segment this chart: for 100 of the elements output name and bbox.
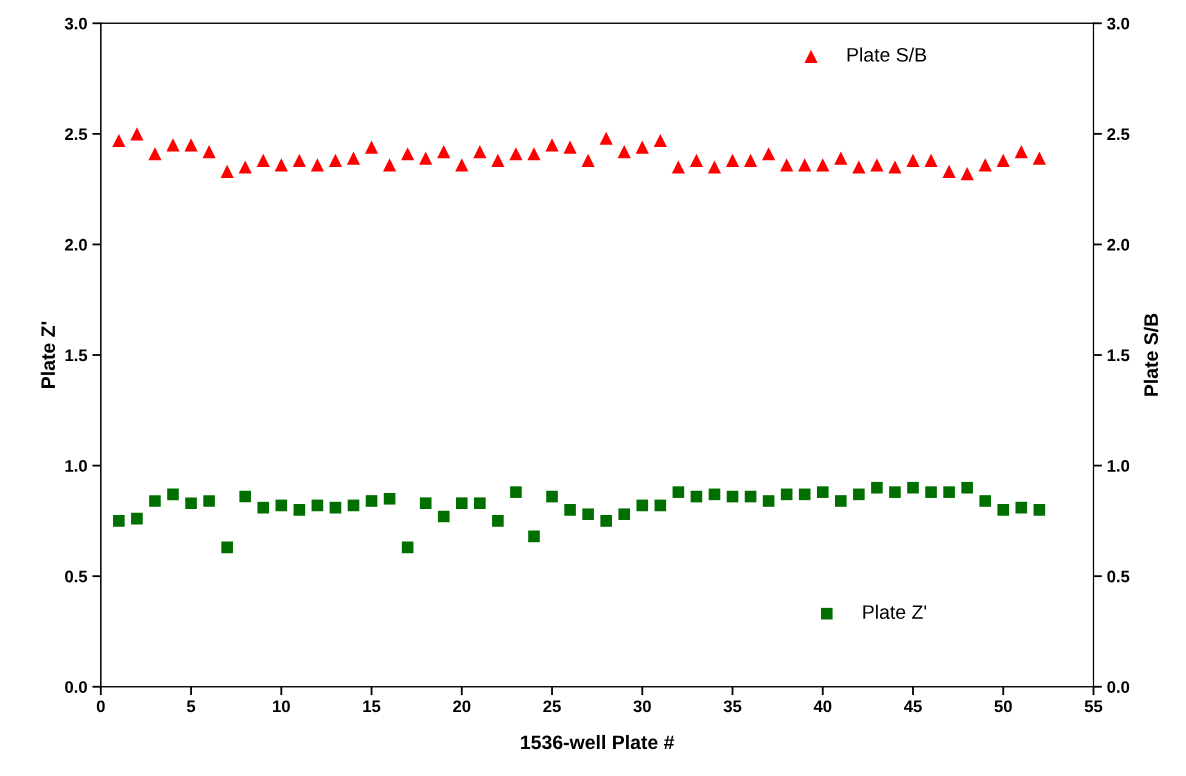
point [545,138,559,152]
x-tick-label: 35 [723,700,742,713]
point [185,497,197,510]
point [1033,504,1046,516]
point [474,497,486,510]
point [401,541,414,554]
x-tick-label: 10 [273,700,290,713]
point [257,501,270,514]
point [130,127,144,141]
point [546,490,558,503]
point [202,144,216,159]
point [365,495,378,507]
point [924,153,938,167]
y2-tick-label: 1.0 [1107,460,1130,472]
y2-tick-label: 0.5 [1107,570,1130,583]
point [113,515,125,527]
point [293,504,306,516]
point [871,481,883,494]
point [599,131,613,145]
point [979,495,992,507]
point [852,160,866,174]
point [707,160,722,174]
point [275,499,288,512]
point [527,147,541,161]
point [220,164,234,179]
point [816,486,829,498]
point [725,153,740,167]
point [1032,151,1046,165]
point [978,158,992,172]
point [492,515,504,527]
y2-axis-title: Plate S/B [1143,313,1159,396]
point [455,158,469,172]
point [617,144,631,159]
x-tick-label: 50 [994,700,1012,713]
y-tick-label: 1.5 [65,349,88,362]
point [743,153,758,167]
point [256,153,270,167]
point [672,486,685,498]
point [654,499,667,512]
point [149,495,161,507]
point [203,495,215,507]
point [906,153,920,167]
point [689,153,704,167]
point [907,481,919,494]
point [600,515,612,527]
point [582,508,594,521]
point [311,499,324,512]
point [491,153,505,167]
point [419,497,432,510]
point [455,497,468,510]
point [671,160,685,174]
point [510,486,522,498]
point [564,504,576,516]
point [870,158,884,172]
point [509,147,523,161]
x-tick-label: 45 [903,700,922,713]
point [473,144,487,159]
point [653,133,667,148]
y-axis-title: Plate Z' [40,321,56,388]
point [762,495,775,507]
point [834,151,848,165]
point [853,488,865,501]
point [437,510,450,523]
point [347,499,360,512]
y2-tick-label: 0.0 [1107,681,1130,693]
point [383,158,397,172]
x-tick-label: 40 [813,700,832,713]
point [997,504,1010,516]
point [635,140,649,154]
point [148,147,162,161]
point [780,158,794,172]
point [726,490,739,503]
point [1015,501,1028,514]
x-tick-label: 5 [186,700,196,713]
point [762,147,776,161]
point [346,151,361,165]
y2-tick-label: 2.5 [1107,128,1130,141]
point [292,153,306,167]
point [690,490,703,503]
point [889,486,901,498]
x-tick-label: 55 [1084,700,1103,713]
x-tick-label: 0 [96,700,105,713]
point [636,499,649,512]
point [184,138,198,152]
point [942,164,956,179]
y-tick-label: 2.5 [65,128,88,141]
x-tick-label: 15 [363,700,381,713]
point [238,160,252,174]
point [925,486,937,498]
x-axis-title: 1536-well Plate # [521,734,675,750]
point [221,541,233,554]
point [112,133,126,148]
point [835,495,847,507]
point [780,488,793,501]
point [708,488,721,501]
x-tick-label: 30 [633,700,651,713]
point [1014,144,1028,159]
point [437,144,451,159]
point [960,167,974,181]
y2-tick-label: 1.5 [1107,349,1130,362]
